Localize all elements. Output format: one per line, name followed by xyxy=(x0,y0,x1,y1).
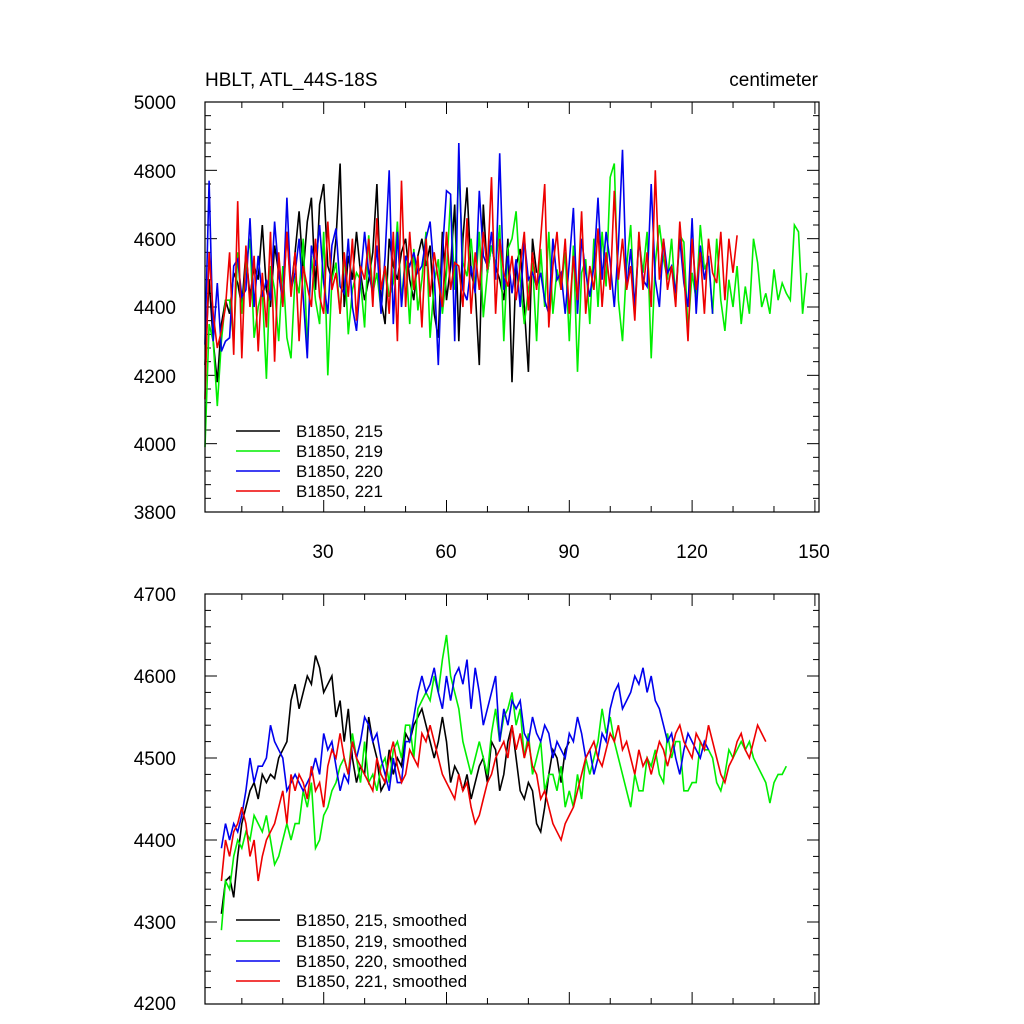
y-tick-label: 4500 xyxy=(134,749,176,770)
y-tick-label: 4000 xyxy=(134,435,176,456)
top-panel-title: HBLT, ATL_44S-18S xyxy=(205,70,378,91)
legend-label-221-smoothed: B1850, 221, smoothed xyxy=(296,972,467,991)
legend-label-220-smoothed: B1850, 220, smoothed xyxy=(296,952,467,971)
series-line-221-smoothed xyxy=(220,722,767,882)
legend-label-215-smoothed: B1850, 215, smoothed xyxy=(296,911,467,930)
series-line-220-smoothed xyxy=(220,659,710,849)
top-panel-legend: B1850, 215 B1850, 219 B1850, 220 B1850, … xyxy=(236,422,383,501)
y-tick-label: 4200 xyxy=(134,994,176,1015)
bottom-panel: 4200 4300 4400 4500 4600 4700 B1850, 215… xyxy=(134,585,820,1015)
y-tick-label: 4600 xyxy=(134,667,176,688)
bottom-panel-frame xyxy=(204,593,820,1005)
top-panel-frame xyxy=(204,101,820,513)
top-panel-y-tick-labels: 3800 4000 4200 4400 4600 4800 5000 xyxy=(134,93,176,524)
x-tick-label: 60 xyxy=(435,542,456,563)
series-line-220 xyxy=(204,142,714,366)
bottom-panel-legend: B1850, 215, smoothed B1850, 219, smoothe… xyxy=(236,911,467,991)
top-panel-series xyxy=(204,142,808,448)
legend-label-220: B1850, 220 xyxy=(296,462,383,481)
top-panel-x-tick-labels: 30 60 90 120 150 xyxy=(312,542,829,563)
series-line-219 xyxy=(204,163,808,448)
y-tick-label: 4400 xyxy=(134,298,176,319)
y-tick-label: 4600 xyxy=(134,230,176,251)
legend-label-219: B1850, 219 xyxy=(296,442,383,461)
y-tick-label: 3800 xyxy=(134,503,176,524)
y-tick-label: 4800 xyxy=(134,162,176,183)
y-tick-label: 4200 xyxy=(134,367,176,388)
x-tick-label: 120 xyxy=(676,542,708,563)
legend-label-219-smoothed: B1850, 219, smoothed xyxy=(296,932,467,951)
x-tick-label: 150 xyxy=(798,542,830,563)
x-tick-label: 90 xyxy=(558,542,579,563)
series-line-215-smoothed xyxy=(220,655,571,914)
x-tick-label: 30 xyxy=(312,542,333,563)
series-line-221 xyxy=(204,170,738,400)
y-tick-label: 4700 xyxy=(134,585,176,606)
y-tick-label: 4400 xyxy=(134,831,176,852)
legend-label-215: B1850, 215 xyxy=(296,422,383,441)
series-line-219-smoothed xyxy=(220,634,788,931)
y-tick-label: 4300 xyxy=(134,913,176,934)
legend-label-221: B1850, 221 xyxy=(296,482,383,501)
y-tick-label: 5000 xyxy=(134,93,176,114)
bottom-panel-y-tick-labels: 4200 4300 4400 4500 4600 4700 xyxy=(134,585,176,1015)
bottom-panel-series xyxy=(220,634,788,931)
top-panel-units: centimeter xyxy=(729,70,818,91)
top-panel: HBLT, ATL_44S-18S centimeter 3800 4000 4… xyxy=(134,70,830,563)
